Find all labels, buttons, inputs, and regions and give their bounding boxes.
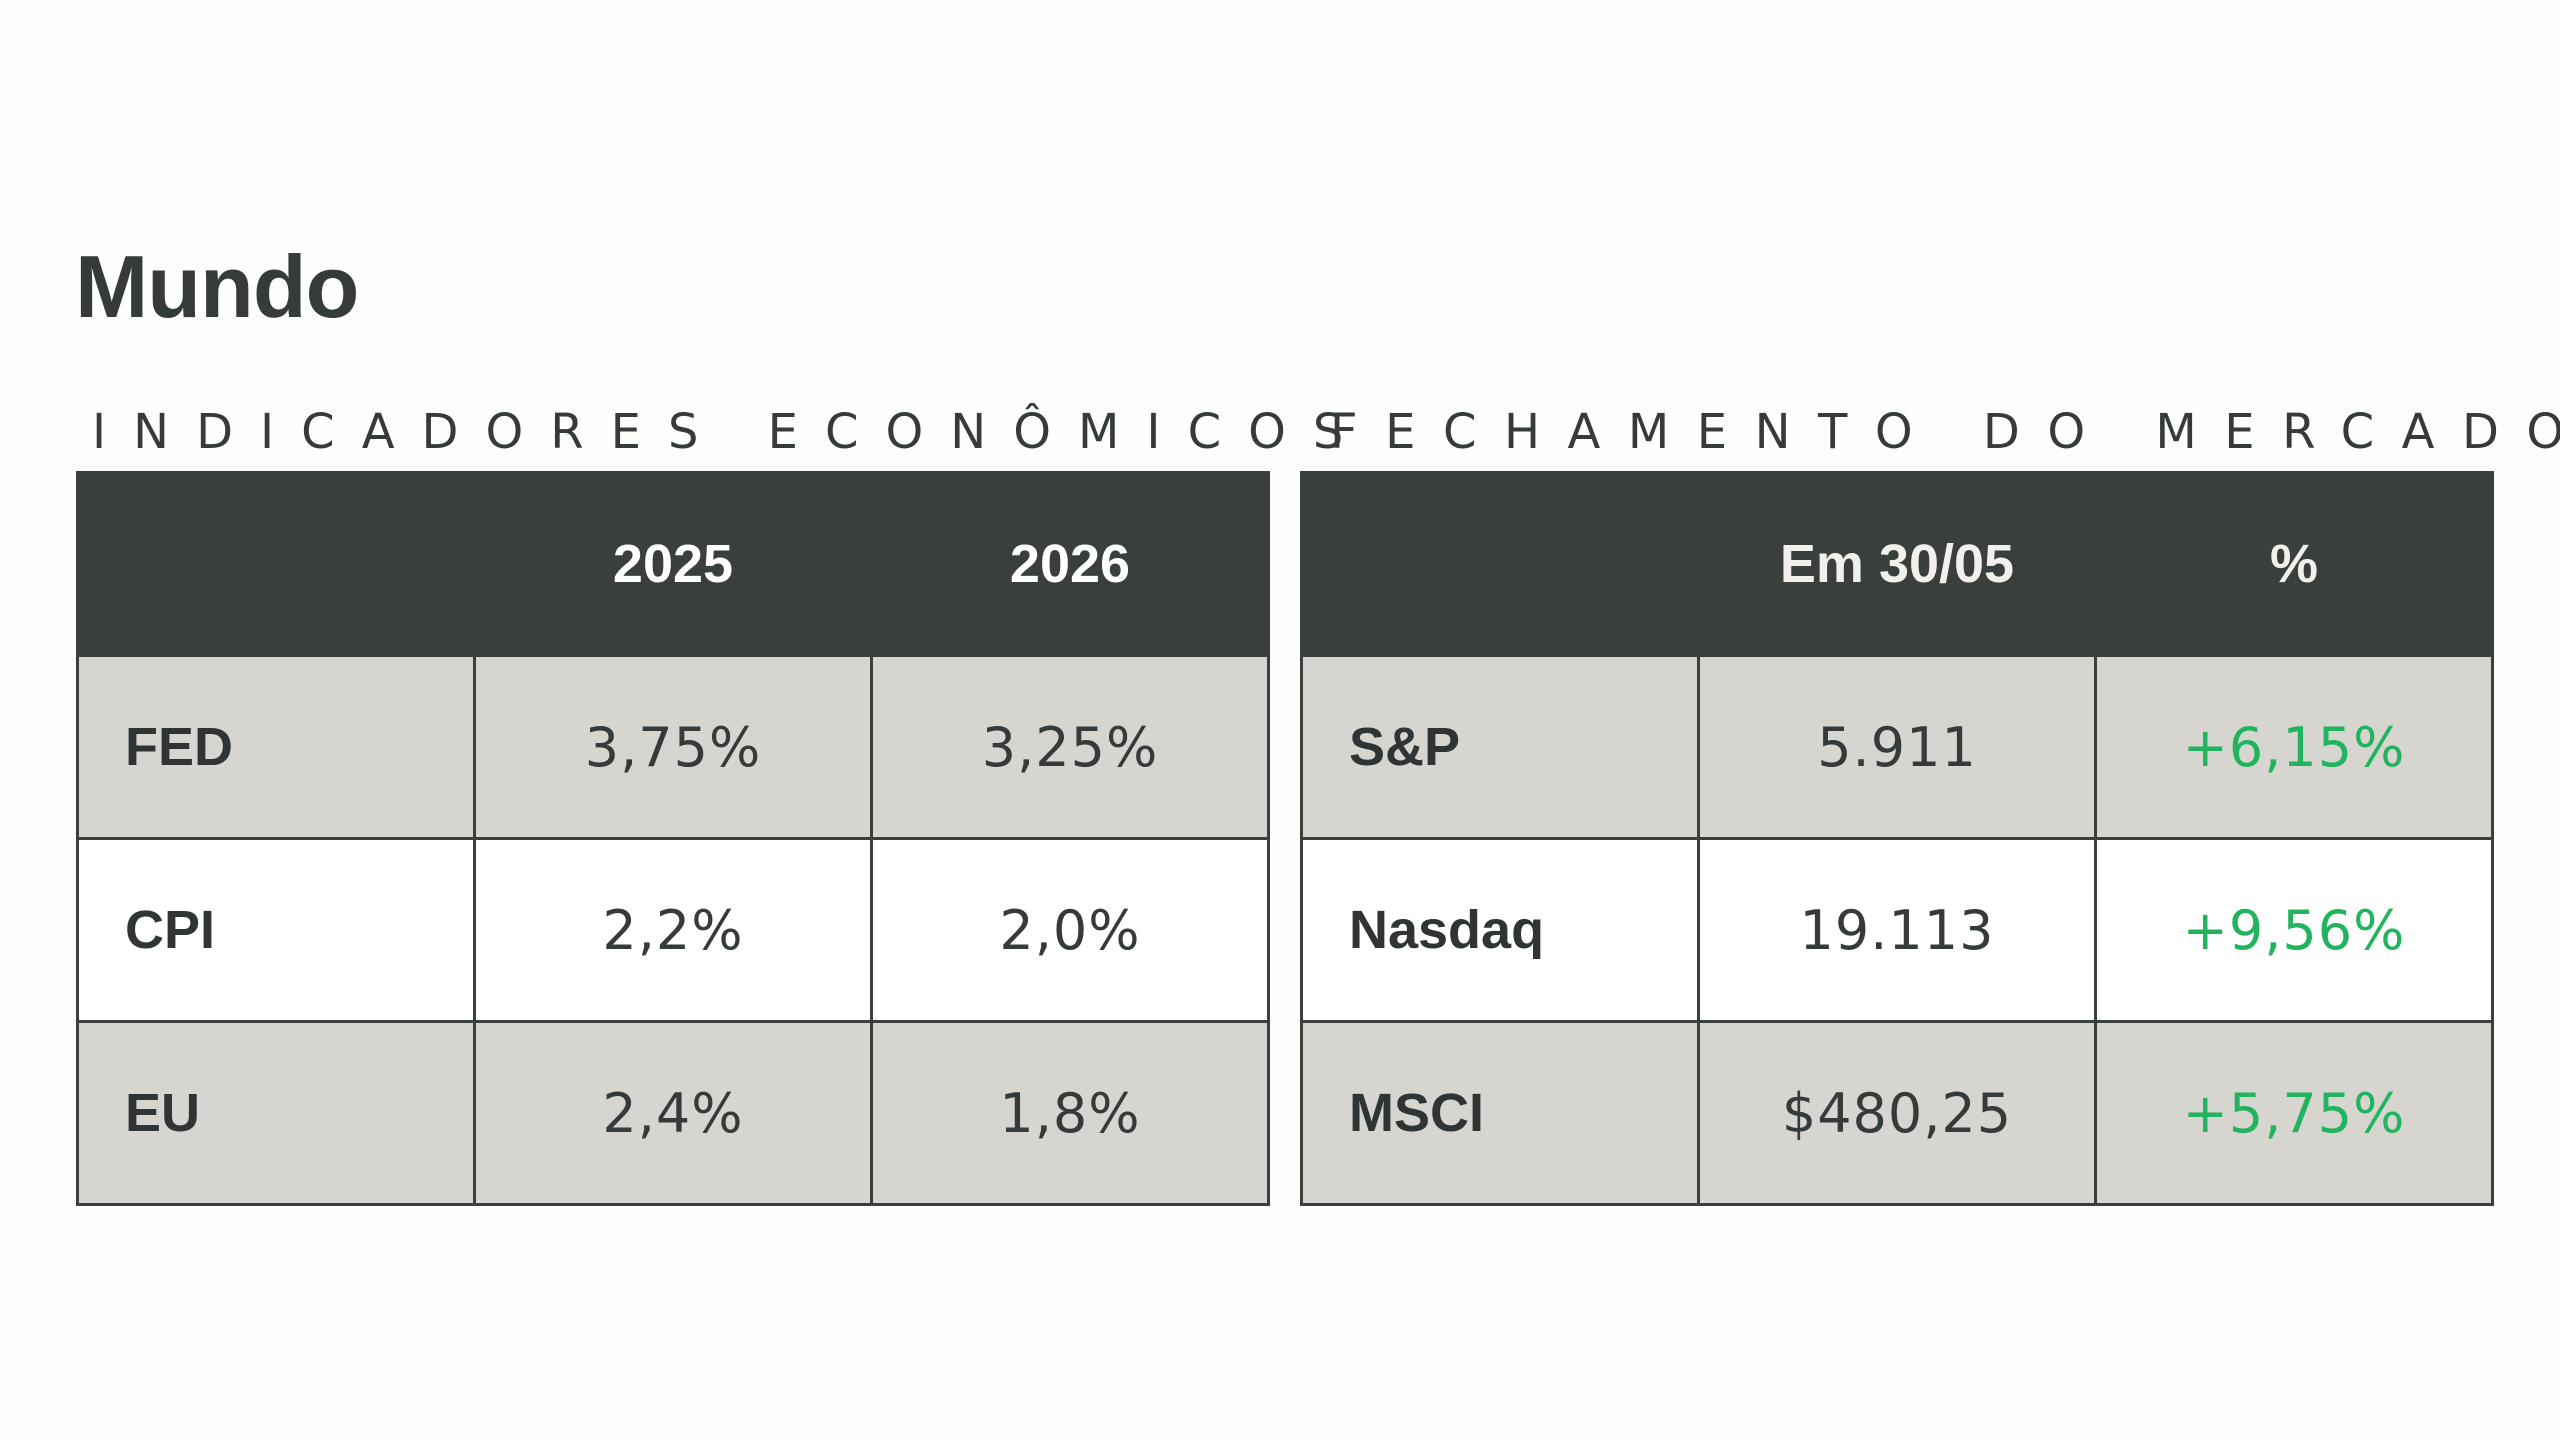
row-label: MSCI bbox=[1300, 1020, 1700, 1206]
change-cell: +9,56% bbox=[2094, 837, 2494, 1023]
value-cell: 3,75% bbox=[473, 654, 873, 840]
header-cell-empty bbox=[1300, 471, 1700, 657]
economic-indicators-heading: INDICADORES ECONÔMICOS bbox=[92, 404, 1371, 460]
change-cell: +6,15% bbox=[2094, 654, 2494, 840]
row-label: Nasdaq bbox=[1300, 837, 1700, 1023]
value-cell: 19.113 bbox=[1697, 837, 2097, 1023]
value-cell: 3,25% bbox=[870, 654, 1270, 840]
market-close-heading: FECHAMENTO DO MERCADO bbox=[1330, 404, 2560, 460]
row-label: EU bbox=[76, 1020, 476, 1206]
value-cell: 2,0% bbox=[870, 837, 1270, 1023]
table-header-row: 2025 2026 bbox=[76, 471, 1270, 657]
table-row-msci: MSCI $480,25 +5,75% bbox=[1300, 1020, 2494, 1206]
value-cell: 5.911 bbox=[1697, 654, 2097, 840]
header-cell-empty bbox=[76, 471, 476, 657]
table-row-sp: S&P 5.911 +6,15% bbox=[1300, 654, 2494, 840]
value-cell: 2,4% bbox=[473, 1020, 873, 1206]
table-row-fed: FED 3,75% 3,25% bbox=[76, 654, 1270, 840]
economic-indicators-section: INDICADORES ECONÔMICOS 2025 2026 FED 3,7… bbox=[76, 400, 1371, 1206]
market-close-table: Em 30/05 % S&P 5.911 +6,15% Nasdaq 19.11… bbox=[1300, 471, 2494, 1206]
header-cell-2025: 2025 bbox=[473, 471, 873, 657]
market-close-section: FECHAMENTO DO MERCADO Em 30/05 % S&P 5.9… bbox=[1300, 400, 2560, 1206]
table-header-row: Em 30/05 % bbox=[1300, 471, 2494, 657]
value-cell: $480,25 bbox=[1697, 1020, 2097, 1206]
header-cell-date: Em 30/05 bbox=[1697, 471, 2097, 657]
row-label: FED bbox=[76, 654, 476, 840]
value-cell: 2,2% bbox=[473, 837, 873, 1023]
page-title: Mundo bbox=[75, 237, 359, 336]
header-cell-2026: 2026 bbox=[870, 471, 1270, 657]
change-cell: +5,75% bbox=[2094, 1020, 2494, 1206]
table-row-eu: EU 2,4% 1,8% bbox=[76, 1020, 1270, 1206]
table-row-nasdaq: Nasdaq 19.113 +9,56% bbox=[1300, 837, 2494, 1023]
table-row-cpi: CPI 2,2% 2,0% bbox=[76, 837, 1270, 1023]
value-cell: 1,8% bbox=[870, 1020, 1270, 1206]
header-cell-percent: % bbox=[2094, 471, 2494, 657]
economic-indicators-table: 2025 2026 FED 3,75% 3,25% CPI 2,2% 2,0% … bbox=[76, 471, 1270, 1206]
row-label: S&P bbox=[1300, 654, 1700, 840]
row-label: CPI bbox=[76, 837, 476, 1023]
